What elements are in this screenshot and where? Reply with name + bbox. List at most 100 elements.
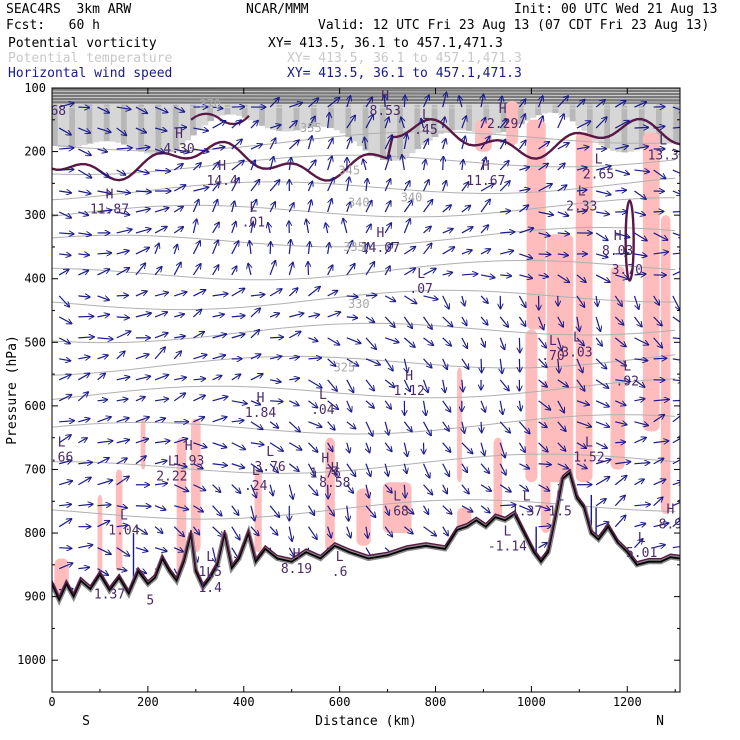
wind-vector: [404, 247, 415, 255]
pv-high-cell: [633, 103, 640, 151]
wind-vector: [173, 106, 184, 112]
wind-vector: [327, 138, 333, 150]
wind-vector: [384, 484, 392, 493]
wind-vector: [135, 439, 149, 444]
wind-vector: [424, 160, 426, 171]
wind-vector: [193, 442, 206, 448]
theta-contour-line: [52, 289, 676, 311]
extremum-value-label: 4.30: [163, 142, 194, 157]
pv-high-cell: [610, 103, 617, 151]
wind-vector: [174, 505, 188, 510]
wind-vector: [480, 505, 490, 513]
wind-vector: [328, 113, 330, 129]
extremum-value-label: 8.9: [659, 517, 682, 532]
pv-high-cell: [69, 103, 77, 148]
wind-vector: [288, 121, 297, 129]
pv-high-cell: [356, 103, 364, 147]
wind-vector: [231, 221, 236, 234]
wind-vector: [538, 526, 552, 527]
wind-vector: [384, 379, 395, 388]
pv-positive-blob: [493, 437, 503, 527]
wind-vector: [154, 505, 166, 510]
wind-vector: [250, 443, 264, 445]
theta-contour-label: 335: [343, 240, 365, 254]
wind-vector: [346, 317, 358, 318]
wind-vector: [500, 505, 516, 506]
wind-vector: [576, 421, 592, 427]
extremum-type-label: L: [556, 490, 564, 505]
wind-vector: [462, 136, 465, 150]
wind-vector: [327, 505, 335, 516]
pv-high-cell: [351, 103, 358, 142]
wind-vector: [308, 338, 317, 341]
pv-high-cell: [483, 103, 491, 134]
wind-vector: [193, 379, 205, 380]
wind-vector: [518, 114, 525, 129]
wind-vector: [78, 270, 88, 276]
pv-high-cell: [287, 103, 295, 132]
wind-vector: [135, 127, 147, 133]
legend-theta-xy: XY= 413.5, 36.1 to 457.1,471.3: [287, 51, 522, 66]
wind-vector: [135, 376, 151, 381]
wind-vector: [576, 463, 587, 469]
wind-vector: [384, 179, 390, 192]
wind-vector: [422, 139, 429, 150]
wind-vector: [58, 519, 72, 528]
wind-vector: [481, 421, 482, 433]
legend-pv-xy: XY= 413.5, 36.1 to 457.1,471.3: [268, 36, 503, 51]
wind-vector: [557, 254, 569, 255]
wind-vector: [653, 337, 663, 348]
pv-high-cell: [523, 103, 531, 121]
wind-vector: [365, 262, 375, 276]
wind-vector: [653, 497, 663, 507]
wind-vector: [421, 118, 424, 129]
wind-vector: [519, 228, 533, 234]
wind-vector: [538, 379, 548, 387]
wind-vector: [250, 421, 263, 430]
wind-vector: [154, 149, 165, 153]
wind-vector: [558, 358, 559, 373]
wind-vector: [58, 337, 70, 344]
extremum-value-label: 3.76: [254, 460, 285, 475]
wind-vector: [231, 401, 247, 404]
wind-vector: [346, 264, 355, 276]
wind-vector: [269, 202, 275, 213]
wind-vector: [97, 338, 114, 339]
wind-vector: [634, 539, 642, 549]
wind-vector: [615, 146, 628, 149]
wind-vector: [212, 464, 228, 466]
wind-vector: [499, 421, 510, 433]
wind-vector: [135, 229, 151, 234]
terrain: [52, 468, 680, 692]
wind-vector: [634, 359, 647, 361]
wind-vector: [557, 316, 564, 327]
wind-vector: [135, 354, 149, 360]
wind-vector: [538, 421, 548, 428]
wind-vector: [557, 143, 569, 150]
wind-vector: [480, 184, 494, 192]
wind-vector: [461, 274, 478, 275]
y-tick-label: 1000: [17, 653, 46, 667]
wind-vector: [250, 526, 259, 536]
wind-vector: [328, 526, 332, 538]
wind-vector: [595, 379, 609, 388]
wind-vector: [212, 376, 222, 380]
wind-vector: [538, 316, 544, 330]
wind-vector: [403, 219, 410, 234]
wind-vector: [442, 247, 455, 255]
wind-vector: [557, 96, 569, 108]
pv-surface-contour: [52, 468, 680, 599]
pv-high-cell: [558, 103, 565, 115]
pv-high-cell: [425, 103, 433, 141]
wind-vector: [58, 316, 72, 324]
wind-vector: [384, 337, 399, 343]
wind-vector: [384, 135, 392, 150]
extremum-value-label: 2.65: [583, 168, 614, 183]
wind-vector: [289, 102, 302, 108]
wind-vector: [327, 312, 341, 318]
wind-vector: [116, 331, 131, 339]
pv-high-cell: [224, 103, 232, 115]
wind-vector: [634, 504, 650, 505]
wind-vector: [97, 169, 110, 177]
wind-vector: [78, 191, 91, 194]
